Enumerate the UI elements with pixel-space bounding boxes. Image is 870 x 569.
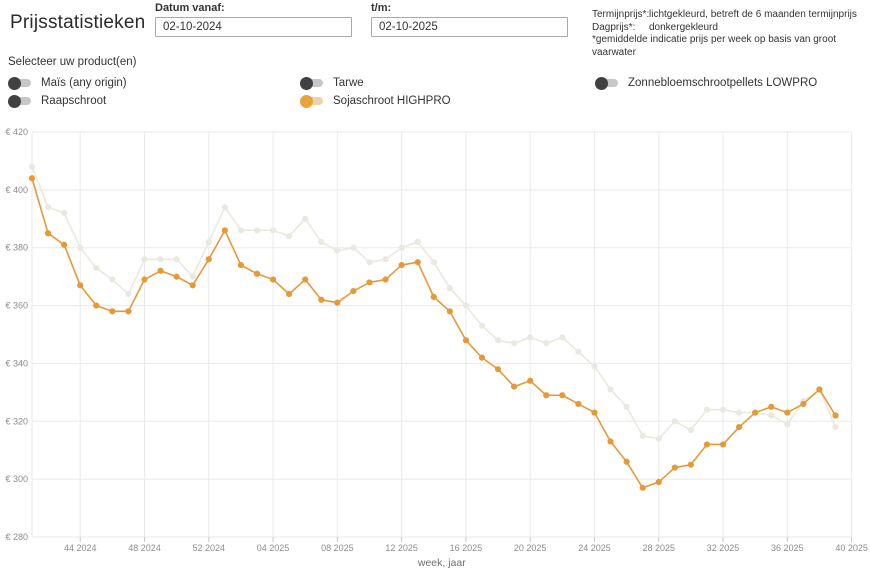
- dagprijs-label: Dagprijs*:: [592, 21, 636, 33]
- svg-text:€ 380: € 380: [5, 243, 28, 253]
- svg-text:24 2025: 24 2025: [578, 543, 611, 553]
- product-toggle-zonnebloemschrootpellets-lowpro[interactable]: Zonnebloemschrootpellets LOWPRO: [595, 74, 864, 92]
- product-toggle-sojaschroot-highpro[interactable]: Sojaschroot HIGHPRO: [300, 92, 595, 110]
- date-from-group: Datum vanaf:: [155, 2, 352, 37]
- svg-text:week, jaar: week, jaar: [417, 557, 466, 569]
- date-to-group: t/m:: [371, 2, 568, 37]
- svg-text:28 2025: 28 2025: [642, 543, 675, 553]
- legend-footnote: *gemiddelde indicatie prijs per week op …: [592, 34, 837, 58]
- svg-text:04 2025: 04 2025: [257, 543, 290, 553]
- product-label: Sojaschroot HIGHPRO: [333, 95, 451, 107]
- price-chart-svg: € 280 € 300 € 320 € 340 € 360 € 380 € 400 € 420…: [5, 127, 868, 569]
- toggle-switch-icon[interactable]: [8, 94, 32, 108]
- svg-text:€ 300: € 300: [5, 474, 28, 484]
- date-to-input[interactable]: [371, 17, 568, 37]
- svg-text:€ 320: € 320: [5, 416, 28, 426]
- toggle-switch-icon[interactable]: [300, 76, 324, 90]
- product-section-label: Selecteer uw product(en): [8, 56, 137, 68]
- svg-text:€ 400: € 400: [5, 185, 28, 195]
- svg-text:32 2025: 32 2025: [707, 543, 740, 553]
- price-chart: € 280 € 300 € 320 € 340 € 360 € 380 € 400 € 420…: [0, 124, 870, 569]
- toggle-switch-icon[interactable]: [8, 76, 32, 90]
- product-label: Zonnebloemschrootpellets LOWPRO: [628, 77, 818, 89]
- product-toggle-tarwe[interactable]: Tarwe: [300, 74, 595, 92]
- date-from-label: Datum vanaf:: [155, 2, 225, 14]
- toggle-switch-icon[interactable]: [300, 94, 324, 108]
- svg-text:12 2025: 12 2025: [385, 543, 418, 553]
- product-toggle-raapschroot[interactable]: Raapschroot: [8, 92, 300, 110]
- svg-text:44 2024: 44 2024: [64, 543, 97, 553]
- svg-text:08 2025: 08 2025: [321, 543, 354, 553]
- termijnprijs-text: lichtgekleurd, betreft de 6 maanden term…: [649, 9, 857, 20]
- svg-text:€ 420: € 420: [5, 127, 28, 137]
- svg-text:40 2025: 40 2025: [835, 543, 868, 553]
- product-toggle-mais[interactable]: Maïs (any origin): [8, 74, 300, 92]
- svg-text:48 2024: 48 2024: [128, 543, 161, 553]
- svg-text:€ 280: € 280: [5, 532, 28, 542]
- product-label: Tarwe: [333, 77, 364, 89]
- product-label: Raapschroot: [41, 95, 107, 107]
- product-label: Maïs (any origin): [41, 77, 127, 89]
- page-title: Prijsstatistieken: [10, 12, 146, 33]
- svg-text:20 2025: 20 2025: [514, 543, 547, 553]
- product-toggle-list: Maïs (any origin) Raapschroot Tarwe Sojasch…: [8, 74, 864, 110]
- toggle-switch-icon[interactable]: [595, 76, 619, 90]
- svg-text:16 2025: 16 2025: [450, 543, 483, 553]
- svg-text:36 2025: 36 2025: [771, 543, 804, 553]
- dagprijs-text: donkergekleurd: [649, 21, 718, 33]
- date-from-input[interactable]: [155, 17, 352, 37]
- svg-text:52 2024: 52 2024: [193, 543, 226, 553]
- date-to-label: t/m:: [371, 2, 392, 14]
- price-legend-note: Termijnprijs*: lichtgekleurd, betreft de…: [592, 9, 864, 59]
- svg-text:€ 340: € 340: [5, 358, 28, 368]
- termijnprijs-label: Termijnprijs*:: [592, 9, 650, 20]
- svg-text:€ 360: € 360: [5, 301, 28, 311]
